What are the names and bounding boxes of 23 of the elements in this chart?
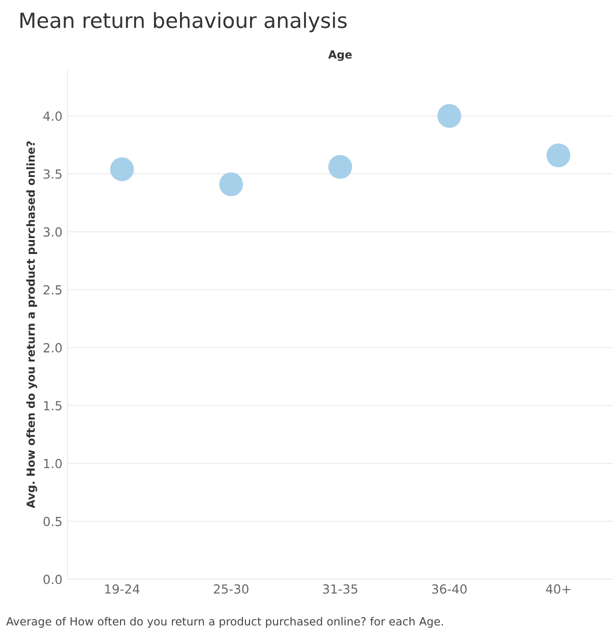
text: Average of How often do you return a product purchased online? for each Age. [6, 616, 443, 628]
y-tick-label: 1.0 [44, 458, 62, 468]
x-tick-label: 36-40 [432, 584, 467, 594]
point [546, 143, 570, 168]
x-tick-label: 31-35 [323, 584, 358, 594]
y-tick-label: 2.5 [44, 285, 62, 295]
y-tick-label: 0.5 [44, 516, 62, 526]
chart-title: Mean return behaviour analysis [20, 12, 347, 32]
y-tick-label: 3.0 [44, 227, 62, 237]
x-tick-label: 40+ [546, 584, 570, 594]
y-tick-label: 1.5 [44, 401, 62, 410]
x-tick-label: 19-24 [105, 584, 140, 594]
x-tick-label: 25-30 [214, 584, 248, 594]
y-tick-label: 3.5 [44, 169, 62, 179]
point [328, 155, 352, 179]
point [219, 172, 243, 196]
y-tick-label: 0.0 [44, 574, 62, 584]
y-tick-label: 4.0 [43, 111, 62, 121]
x-axis-title: Age [328, 50, 352, 61]
point [437, 104, 462, 128]
y-tick-label: 2.0 [44, 343, 62, 352]
y-axis-title: Avg. How often do you return a product purchased online? [26, 141, 38, 508]
point [110, 157, 134, 182]
